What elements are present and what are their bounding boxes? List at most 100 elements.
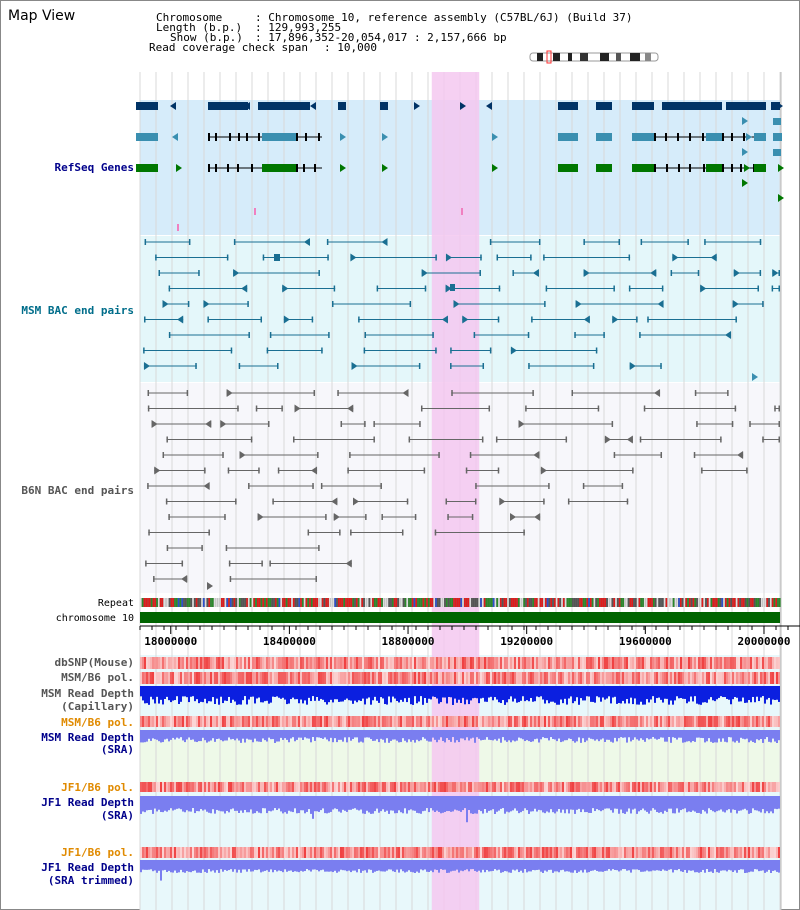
- msm-b6-pol-cell: [194, 672, 196, 684]
- track-label-msm-b6-pol[interactable]: MSM/B6 pol.: [61, 671, 134, 684]
- jf1-depth-trimmed-bar: [774, 860, 776, 871]
- b6n-bac-pair-end: [318, 545, 320, 551]
- msm-b6-pol-2-cell: [370, 716, 372, 727]
- msm-depth-capillary-bar: [142, 686, 144, 701]
- repeat-element: [658, 598, 660, 607]
- jf1-b6-pol-2-cell: [480, 847, 482, 858]
- msm-depth-capillary-bar: [586, 686, 588, 697]
- msm-b6-pol-cell: [186, 672, 188, 684]
- msm-b6-pol-2-cell: [204, 716, 206, 727]
- b6n-bac-pair-end: [639, 436, 642, 443]
- jf1-depth-sra-bar: [768, 796, 770, 814]
- b6n-bac-pair-end: [746, 467, 748, 474]
- msm-bac-pair-end: [480, 254, 482, 261]
- repeat-element: [473, 598, 475, 607]
- repeat-element: [536, 598, 538, 607]
- msm-b6-pol-2-cell: [592, 716, 594, 727]
- jf1-b6-pol-2-cell: [766, 847, 768, 858]
- msm-depth-sra-bar: [656, 730, 658, 740]
- msm-b6-pol-cell: [230, 672, 232, 684]
- msm-b6-pol-cell: [608, 672, 610, 684]
- repeat-element: [327, 598, 329, 607]
- msm-depth-capillary-bar: [170, 686, 172, 703]
- track-label-jf1-b6-pol-2[interactable]: JF1/B6 pol.: [61, 846, 134, 859]
- track-label-msm-depth-sra[interactable]: MSM Read Depth: [41, 731, 134, 744]
- gene-block: [596, 102, 612, 110]
- dbsnp-cell: [416, 657, 418, 669]
- msm-depth-capillary-bar: [186, 686, 188, 698]
- msm-b6-pol-2-cell: [610, 716, 612, 727]
- track-label-jf1-b6-pol[interactable]: JF1/B6 pol.: [61, 781, 134, 794]
- jf1-b6-pol-cell: [452, 782, 454, 792]
- msm-b6-pol-2-cell: [410, 716, 412, 727]
- jf1-b6-pol-cell: [712, 782, 714, 792]
- jf1-depth-sra-bar: [336, 796, 338, 810]
- jf1-b6-pol-2-cell: [544, 847, 546, 858]
- msm-b6-pol-cell: [592, 672, 594, 684]
- jf1-b6-pol-2-cell: [380, 847, 382, 858]
- dbsnp-cell: [150, 657, 152, 669]
- jf1-b6-pol-2-cell: [364, 847, 366, 858]
- msm-b6-pol-2-cell: [704, 716, 706, 727]
- msm-depth-sra-bar: [450, 730, 452, 742]
- msm-depth-sra-bar: [570, 730, 572, 739]
- repeat-element: [766, 598, 768, 607]
- chromosome-ideogram[interactable]: [529, 50, 659, 64]
- msm-depth-capillary-bar: [180, 686, 182, 702]
- msm-b6-pol-cell: [716, 672, 718, 684]
- jf1-b6-pol-2-cell: [378, 847, 380, 858]
- jf1-depth-trimmed-bar: [592, 860, 594, 871]
- msm-depth-sra-bar: [344, 730, 346, 738]
- signal-tracks[interactable]: [140, 598, 781, 881]
- jf1-b6-pol-cell: [236, 782, 238, 792]
- jf1-depth-trimmed-bar: [176, 860, 178, 873]
- track-label-msm-depth-capillary[interactable]: MSM Read Depth: [41, 687, 134, 700]
- jf1-depth-sra-bar: [170, 796, 172, 809]
- jf1-b6-pol-cell: [322, 782, 324, 792]
- repeat-element: [291, 598, 293, 607]
- jf1-depth-sra-bar: [598, 796, 600, 811]
- jf1-b6-pol-2-cell: [730, 847, 732, 858]
- msm-b6-pol-2-cell: [534, 716, 536, 727]
- dbsnp-cell: [766, 657, 768, 669]
- msm-depth-sra-bar: [274, 730, 276, 743]
- msm-b6-pol-2-cell: [578, 716, 580, 727]
- track-label-msm-bac[interactable]: MSM BAC end pairs: [21, 304, 134, 317]
- track-label-dbsnp[interactable]: dbSNP(Mouse): [55, 656, 134, 669]
- jf1-b6-pol-cell: [514, 782, 516, 792]
- dbsnp-cell: [724, 657, 726, 669]
- msm-bac-pair-end: [618, 239, 621, 245]
- repeat-element: [501, 598, 504, 607]
- feature-tracks[interactable]: [136, 102, 784, 590]
- jf1-depth-trimmed-bar: [300, 860, 302, 871]
- jf1-b6-pol-2-cell: [188, 847, 190, 858]
- jf1-depth-trimmed-bar: [416, 860, 418, 872]
- jf1-b6-pol-cell: [570, 782, 572, 792]
- jf1-depth-trimmed-bar: [340, 860, 342, 870]
- track-label-refseq[interactable]: RefSeq Genes: [55, 161, 134, 174]
- msm-depth-sra-bar: [418, 730, 420, 742]
- jf1-depth-sra-bar: [526, 796, 528, 811]
- repeat-element: [163, 598, 165, 607]
- msm-bac-pair-arrow: [162, 300, 169, 308]
- jf1-b6-pol-cell: [316, 782, 318, 792]
- msm-b6-pol-cell: [610, 672, 612, 684]
- track-label-b6n-bac[interactable]: B6N BAC end pairs: [21, 484, 134, 497]
- msm-b6-pol-2-cell: [778, 716, 780, 727]
- jf1-depth-sra-bar: [490, 796, 492, 811]
- chromosome-bar: [140, 612, 780, 623]
- msm-depth-sra-bar: [218, 730, 220, 739]
- dbsnp-cell: [658, 657, 660, 669]
- jf1-depth-trimmed-bar: [572, 860, 574, 873]
- msm-depth-sra-bar: [634, 730, 636, 738]
- track-label-jf1-depth-trimmed[interactable]: JF1 Read Depth: [41, 861, 134, 874]
- jf1-b6-pol-cell: [344, 782, 346, 792]
- dbsnp-cell: [476, 657, 478, 669]
- msm-b6-pol-2-cell: [268, 716, 270, 727]
- msm-depth-capillary-bar: [290, 686, 292, 700]
- track-label-msm-b6-pol-2[interactable]: MSM/B6 pol.: [61, 716, 134, 729]
- track-label-jf1-depth-sra[interactable]: JF1 Read Depth: [41, 796, 134, 809]
- dbsnp-cell: [754, 657, 756, 669]
- msm-depth-sra-bar: [310, 730, 312, 743]
